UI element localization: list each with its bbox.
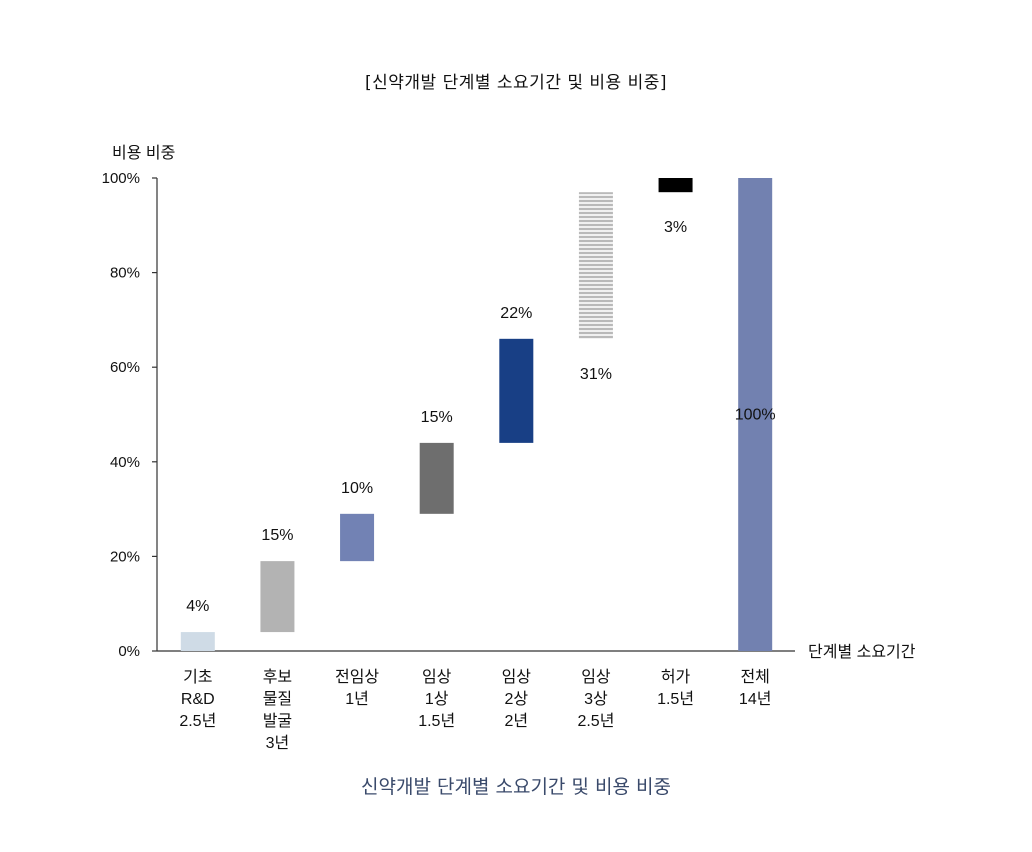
y-tick-label: 20% (110, 548, 140, 565)
category-label-line: 2.5년 (577, 712, 614, 730)
data-label-7: 3% (664, 219, 687, 236)
bar-3 (340, 513, 375, 562)
category-label-6: 임상 3상 2.5년 (577, 668, 614, 730)
data-label-4: 15% (421, 409, 453, 426)
bar-2 (260, 561, 295, 633)
category-label-line: 1.5년 (657, 690, 694, 708)
bar-8 (738, 178, 773, 651)
category-label-line: 3상 (584, 690, 608, 708)
category-label-line: 1상 (425, 690, 449, 708)
bar-6 (578, 192, 613, 339)
category-label-line: 후보 (263, 668, 292, 686)
category-label-line: 14년 (739, 690, 772, 708)
category-label-line: 2.5년 (179, 712, 216, 730)
category-label-line: 전임상 (335, 668, 379, 686)
data-label-8: 100% (735, 407, 776, 424)
category-label-3: 전임상 1년 (335, 668, 379, 708)
figure-caption: 신약개발 단계별 소요기간 및 비용 비중 (361, 776, 671, 798)
category-label-line: 2상 (505, 690, 529, 708)
data-label-3: 10% (341, 480, 373, 497)
category-label-line: 전체 (740, 668, 769, 686)
category-label-line: 허가 (661, 668, 691, 686)
y-axis-label: 비용 비중 (112, 144, 175, 162)
category-label-8: 전체 14년 (739, 668, 772, 708)
category-label-1: 기초 R&D 2.5년 (179, 668, 216, 730)
y-tick-label: 40% (110, 454, 140, 471)
bar-1 (180, 632, 215, 651)
y-tick-label: 60% (110, 359, 140, 376)
category-label-line: 1년 (345, 690, 369, 708)
category-label-line: 3년 (266, 734, 290, 752)
data-label-6: 31% (580, 366, 612, 383)
category-label-line: 임상 (502, 668, 532, 686)
chart-title: [신약개발 단계별 소요기간 및 비용 비중] (364, 73, 668, 93)
bar-4 (419, 442, 454, 514)
bar-5 (499, 338, 534, 443)
category-label-7: 허가 1.5년 (657, 668, 694, 708)
category-label-line: 2년 (505, 712, 529, 730)
category-label-line: 1.5년 (418, 712, 455, 730)
y-tick-label: 0% (118, 643, 140, 660)
y-tick-label: 100% (102, 170, 140, 187)
category-label-line: 기초 (183, 668, 212, 686)
category-label-line: 임상 (422, 668, 452, 686)
category-label-line: R&D (181, 691, 215, 708)
x-axis-label: 단계별 소요기간 (808, 643, 916, 661)
y-tick-label: 80% (110, 265, 140, 282)
category-label-5: 임상 2상 2년 (502, 668, 532, 730)
category-label-4: 임상 1상 1.5년 (418, 668, 455, 730)
data-label-5: 22% (500, 305, 532, 322)
data-label-1: 4% (186, 598, 209, 615)
category-label-line: 임상 (581, 668, 611, 686)
category-label-line: 물질 (263, 690, 292, 708)
data-label-2: 15% (261, 527, 293, 544)
bar-7 (658, 178, 693, 193)
category-label-line: 발굴 (263, 712, 292, 730)
